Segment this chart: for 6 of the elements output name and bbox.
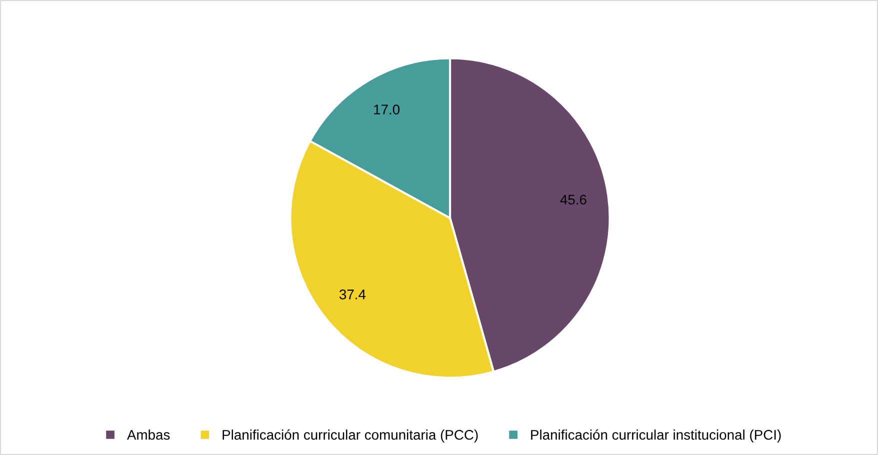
legend-label: Planificación curricular institucional (PCI) (531, 429, 781, 442)
data-label: 45.6 (560, 194, 586, 205)
legend-label: Ambas (126, 430, 170, 440)
data-label: 37.4 (339, 290, 366, 300)
data-label: 17.0 (374, 104, 400, 114)
legend-label: Planificación curricular comunitaria (PCC) (222, 429, 478, 442)
